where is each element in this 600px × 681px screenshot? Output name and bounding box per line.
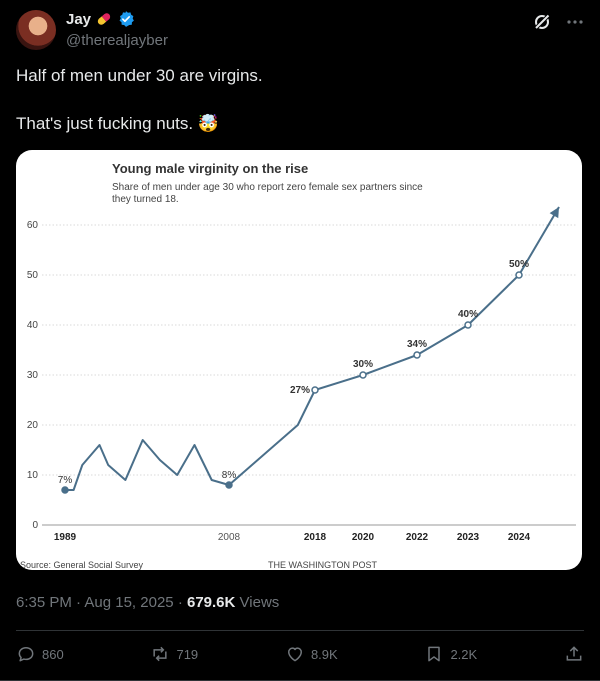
tweet-text: Half of men under 30 are virgins. That's…	[16, 64, 576, 136]
repost-icon	[153, 646, 168, 662]
data-label: 50%	[509, 259, 529, 270]
chart-source: Source: General Social Survey	[20, 560, 144, 570]
data-label: 30%	[353, 359, 373, 370]
data-point	[311, 386, 319, 394]
trend-arrow-line	[518, 206, 560, 276]
heart-icon	[287, 647, 302, 662]
x-tick-label: 2018	[304, 532, 327, 543]
author-name-row: Jay	[66, 10, 135, 28]
data-label: 7%	[58, 475, 73, 486]
views-count: 679.6K	[186, 594, 236, 611]
y-tick-label: 20	[27, 420, 39, 431]
views-label: Views	[239, 594, 280, 611]
chart-credit: THE WASHINGTON POST	[268, 560, 378, 570]
chart-grid: 0 10 20 30 40 50 60	[27, 220, 576, 531]
tweet-line-2: That's just fucking nuts. 🤯	[16, 114, 219, 133]
y-tick-label: 40	[27, 320, 39, 331]
meta-separator-1: ·	[76, 594, 85, 611]
chart-x-axis: 1989 2008 2018 2020 2022 2023 2024	[54, 532, 531, 543]
divider	[16, 630, 584, 631]
bookmark-button[interactable]: 2.2K	[424, 644, 477, 664]
reply-count: 860	[42, 646, 64, 662]
y-tick-label: 50	[27, 270, 39, 281]
grok-icon[interactable]	[532, 12, 552, 37]
more-options-icon[interactable]	[566, 13, 584, 36]
x-tick-label: 1989	[54, 532, 77, 543]
y-tick-label: 30	[27, 370, 39, 381]
like-count: 8.9K	[310, 646, 338, 662]
chart-subtitle-line-2: they turned 18.	[112, 194, 179, 205]
share-icon	[566, 646, 582, 661]
reply-button[interactable]: 860	[16, 644, 64, 664]
tweet-actions: 860 719 8.9K 2.2K	[16, 644, 584, 664]
data-label: 8%	[222, 470, 237, 481]
y-tick-label: 10	[27, 470, 39, 481]
tweet-line-1: Half of men under 30 are virgins.	[16, 66, 263, 85]
reply-icon	[18, 647, 34, 662]
tweet-date[interactable]: Aug 15, 2025	[84, 594, 174, 611]
bookmark-icon	[428, 646, 441, 662]
series-line	[65, 274, 520, 491]
avatar[interactable]	[16, 10, 56, 50]
data-point	[225, 481, 233, 489]
chart-series	[65, 206, 560, 491]
data-point	[515, 271, 523, 279]
chart-subtitle-line-1: Share of men under age 30 who report zer…	[112, 182, 423, 193]
tweet-time[interactable]: 6:35 PM	[16, 594, 72, 611]
chart-data-labels: 7% 8% 27% 30% 34% 40% 50%	[58, 259, 529, 494]
x-tick-label: 2023	[457, 532, 480, 543]
data-point	[464, 321, 472, 329]
share-button[interactable]	[564, 644, 584, 664]
repost-button[interactable]: 719	[150, 644, 198, 664]
display-name[interactable]: Jay	[66, 10, 92, 28]
tweet-media-chart[interactable]: Young male virginity on the rise Share o…	[16, 150, 582, 570]
like-button[interactable]: 8.9K	[285, 644, 338, 664]
x-tick-label: 2020	[352, 532, 375, 543]
y-tick-label: 0	[32, 520, 38, 531]
x-tick-label: 2022	[406, 532, 429, 543]
data-label: 40%	[458, 309, 478, 320]
chart: Young male virginity on the rise Share o…	[20, 161, 576, 570]
trend-arrow-head	[549, 207, 559, 219]
tweet-meta: 6:35 PM · Aug 15, 2025 · 679.6K Views	[16, 594, 279, 611]
data-label: 27%	[290, 385, 310, 396]
data-point	[61, 486, 69, 494]
x-tick-label: 2008	[218, 532, 241, 543]
repost-count: 719	[176, 646, 199, 662]
x-tick-label: 2024	[508, 532, 531, 543]
pill-icon	[95, 10, 113, 28]
y-tick-label: 60	[27, 220, 39, 231]
bookmark-count: 2.2K	[450, 646, 478, 662]
meta-separator-2: ·	[177, 594, 187, 611]
verified-badge-icon[interactable]	[117, 10, 135, 28]
chart-title: Young male virginity on the rise	[112, 161, 308, 176]
data-point	[359, 371, 367, 379]
data-label: 34%	[407, 339, 427, 350]
author-handle[interactable]: @therealjayber	[66, 32, 168, 49]
tweet-top-actions	[532, 12, 584, 37]
data-point	[413, 351, 421, 359]
